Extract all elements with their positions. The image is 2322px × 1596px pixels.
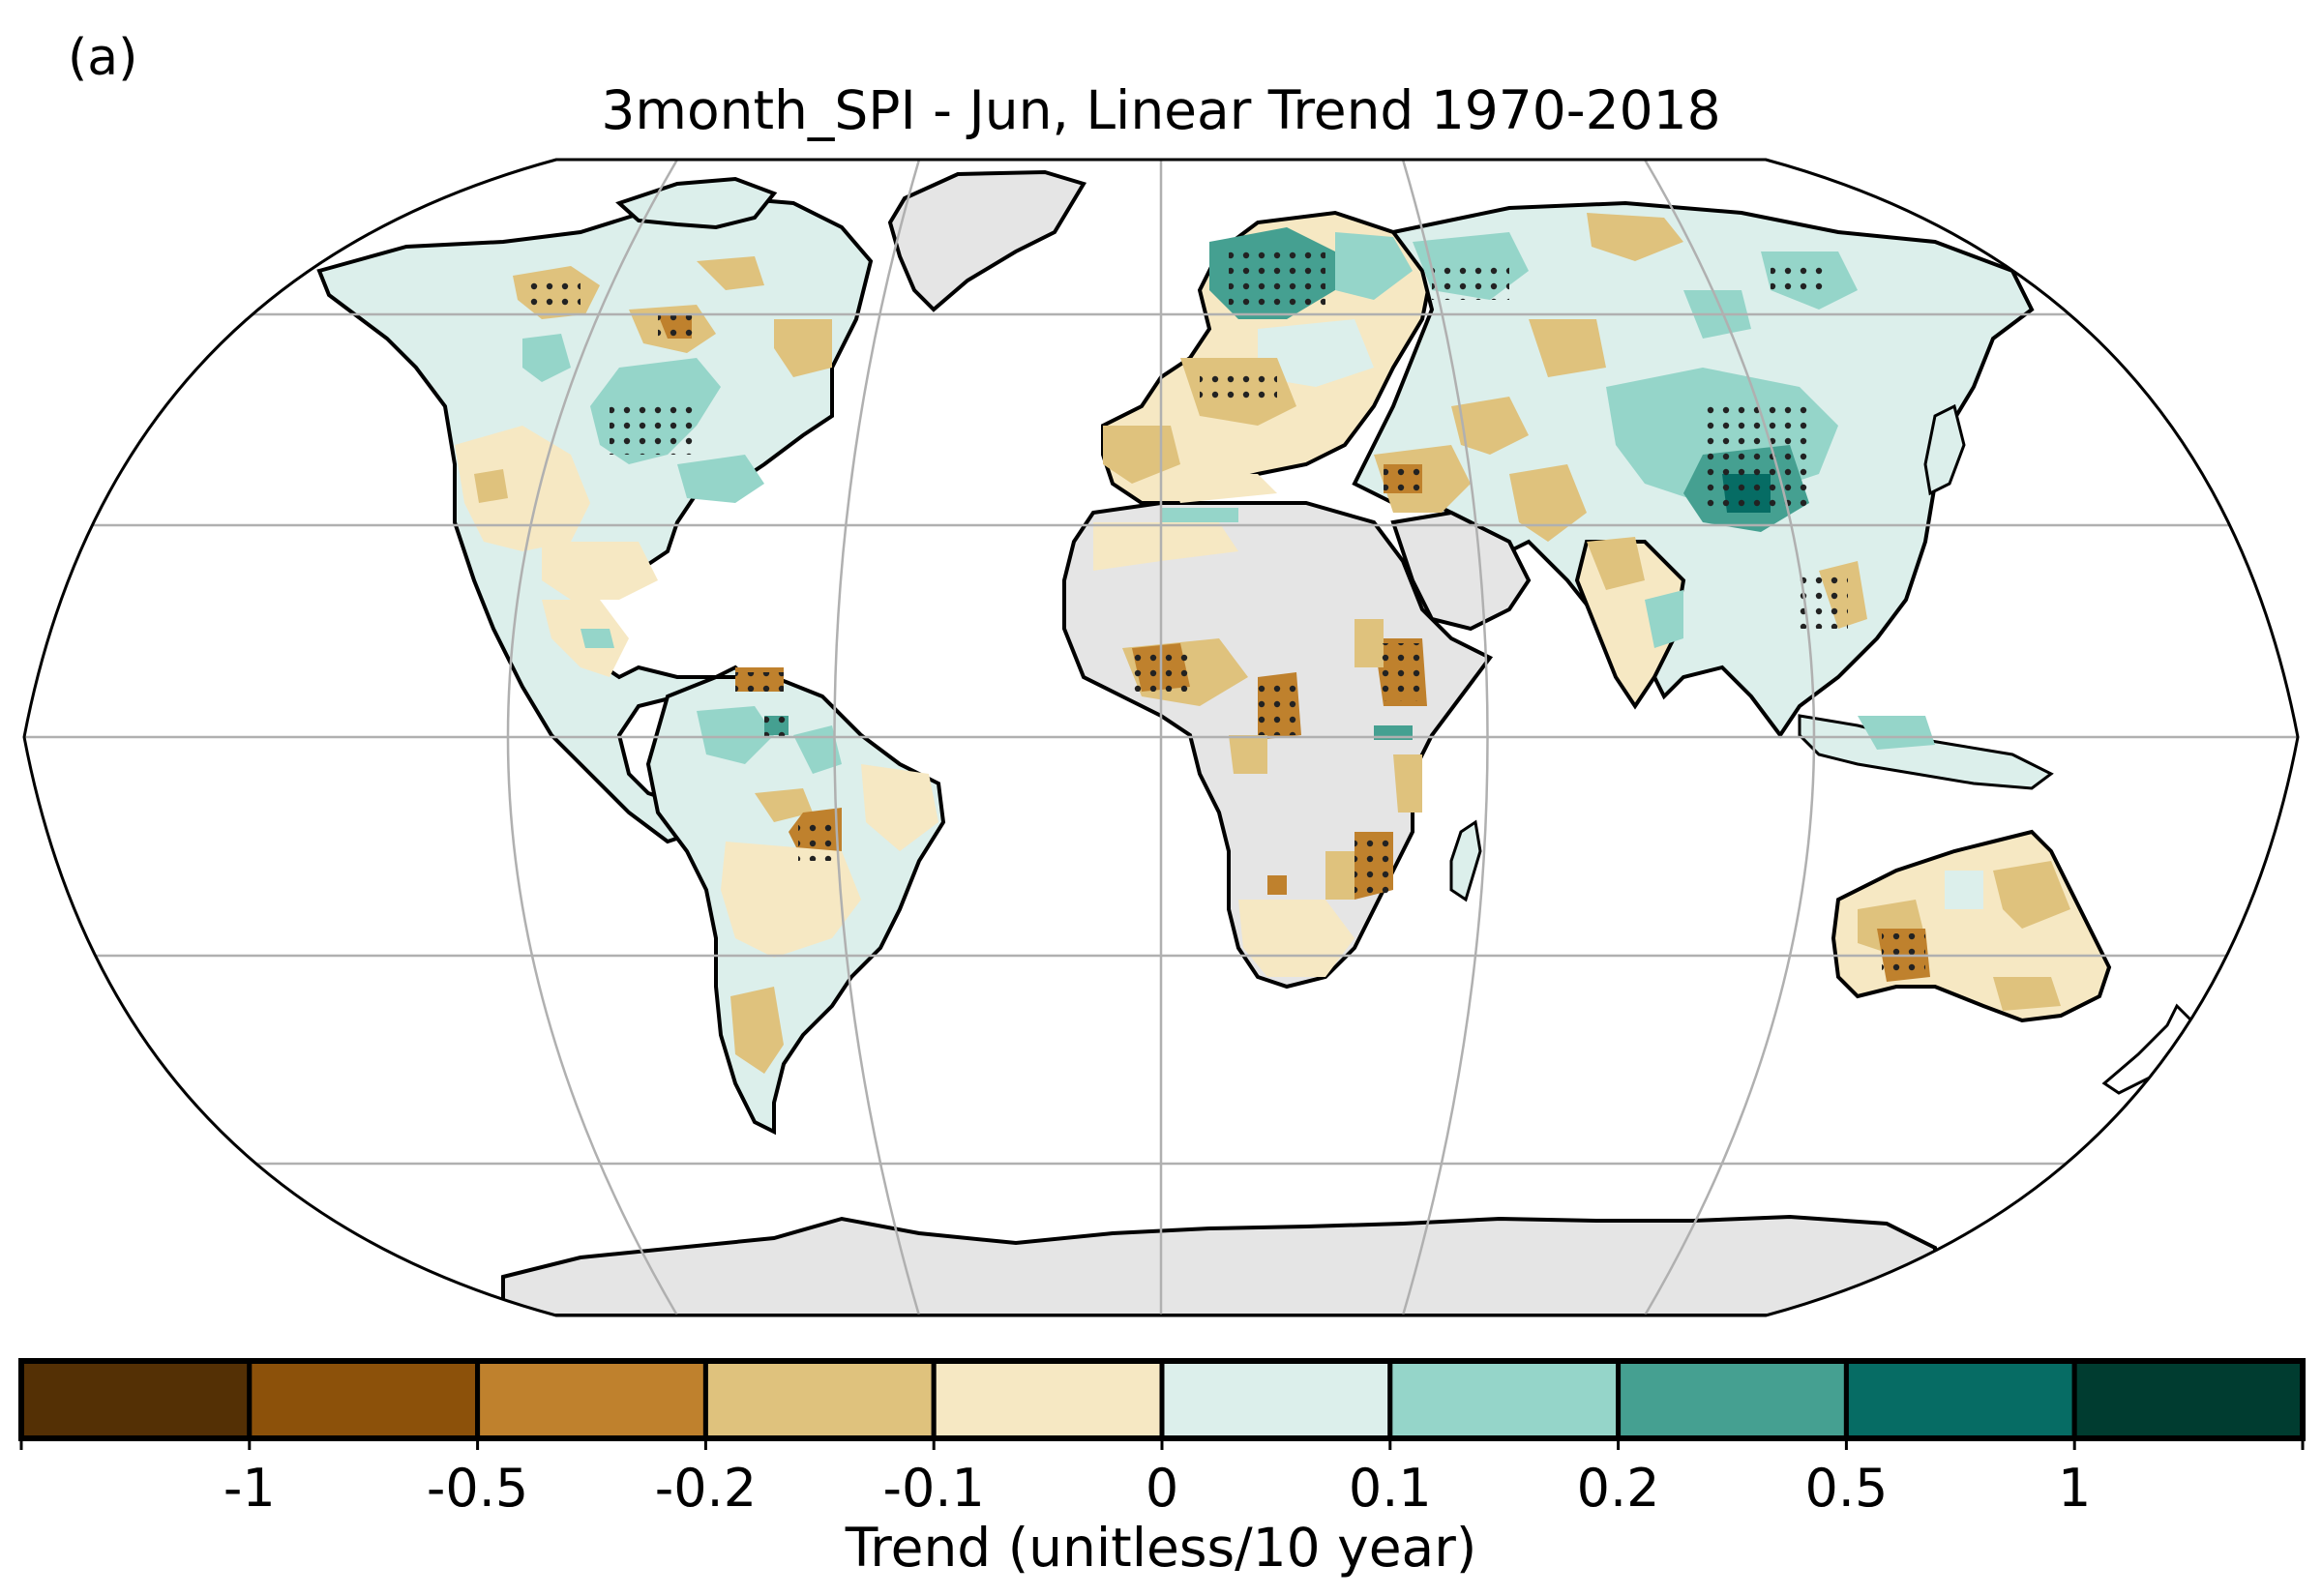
colorbar-swatch	[1843, 1358, 2077, 1441]
panel-label: (a)	[68, 29, 138, 87]
trend-patch	[677, 455, 764, 503]
significance-stipple	[1354, 837, 1393, 895]
colorbar-swatch	[1159, 1358, 1393, 1441]
colorbar-swatch	[1616, 1358, 1849, 1441]
significance-stipple	[658, 314, 697, 343]
colorbar-tick-label: 0.5	[1804, 1458, 1888, 1519]
trend-patch	[522, 334, 571, 382]
significance-stipple	[522, 282, 580, 310]
trend-patch	[1529, 319, 1606, 377]
significance-stipple	[610, 406, 697, 455]
trend-patch	[1258, 319, 1374, 387]
map-title: 3month_SPI - Jun, Linear Trend 1970-2018	[601, 79, 1721, 141]
significance-stipple	[764, 716, 789, 737]
trend-patch	[1093, 522, 1238, 571]
greenland	[887, 169, 1087, 312]
trend-patch	[861, 764, 938, 851]
trend-patch	[697, 256, 764, 290]
trend-patch	[474, 469, 508, 503]
trend-patch	[697, 706, 774, 764]
colorbar-label: Trend (unitless/10 year)	[845, 1517, 1477, 1579]
significance-stipple	[1379, 643, 1422, 701]
trend-patch	[755, 788, 813, 822]
significance-stipple	[1258, 677, 1301, 735]
arctic-islands	[615, 176, 778, 230]
trend-patch	[1354, 619, 1384, 667]
trend-patch	[1267, 875, 1287, 895]
trend-patch	[1393, 754, 1422, 813]
colorbar-swatch	[475, 1358, 708, 1441]
trend-patch	[1238, 900, 1354, 977]
colorbar-tick-label: 0.1	[1349, 1458, 1432, 1519]
colorbar-tick-label: -1	[223, 1458, 276, 1519]
arabia	[1390, 510, 1532, 632]
significance-stipple	[1229, 251, 1325, 310]
trend-patch	[1451, 397, 1529, 455]
significance-stipple	[1432, 261, 1509, 300]
colorbar-swatch	[931, 1358, 1165, 1441]
trend-patch	[1945, 871, 1983, 909]
trend-patch	[1509, 464, 1587, 542]
madagascar	[1449, 819, 1482, 902]
trend-patch	[1335, 232, 1413, 300]
colorbar-tick-label: -0.1	[883, 1458, 985, 1519]
colorbar: -1 -0.5 -0.2 -0.1 0 0.1 0.2 0.5 1	[18, 1358, 2306, 1519]
trend-patch	[1587, 537, 1645, 590]
trend-patch	[1229, 735, 1267, 774]
trend-patch	[1858, 716, 1935, 750]
colorbar-swatch	[2071, 1358, 2306, 1441]
colorbar-tick-label: 1	[2058, 1458, 2091, 1519]
trend-patch	[1171, 474, 1277, 503]
antarctica	[501, 1214, 1937, 1315]
colorbar-tick-label: 0	[1146, 1458, 1178, 1519]
colorbar-tick-label: 0.2	[1577, 1458, 1660, 1519]
significance-stipple	[1384, 464, 1422, 493]
colorbar-tick-label: -0.5	[427, 1458, 528, 1519]
significance-stipple	[735, 672, 784, 692]
graticule	[24, 160, 2298, 1315]
japan	[1923, 403, 1966, 496]
trend-patch	[1993, 977, 2061, 1011]
trend-patch	[1161, 508, 1238, 522]
trend-patch	[580, 629, 614, 648]
colorbar-swatch	[702, 1358, 937, 1441]
significance-stipple	[798, 817, 837, 861]
trend-patch	[1587, 213, 1683, 261]
significance-stipple	[1771, 261, 1829, 290]
trend-patch	[1645, 590, 1683, 648]
significance-stipple	[1703, 406, 1809, 513]
colorbar-swatch	[18, 1358, 253, 1441]
trend-patch	[1993, 861, 2070, 929]
trend-patch	[1325, 851, 1354, 900]
globe-border	[22, 158, 2300, 1317]
trend-patch	[721, 842, 861, 958]
trend-patch	[455, 426, 590, 551]
colorbar-tick-label: -0.2	[655, 1458, 757, 1519]
colorbar-swatch	[1387, 1358, 1622, 1441]
colorbar-swatch	[247, 1358, 481, 1441]
trend-patch	[542, 542, 658, 600]
trend-patch	[730, 987, 784, 1074]
trend-patch	[774, 319, 832, 377]
significance-stipple	[1200, 372, 1277, 401]
